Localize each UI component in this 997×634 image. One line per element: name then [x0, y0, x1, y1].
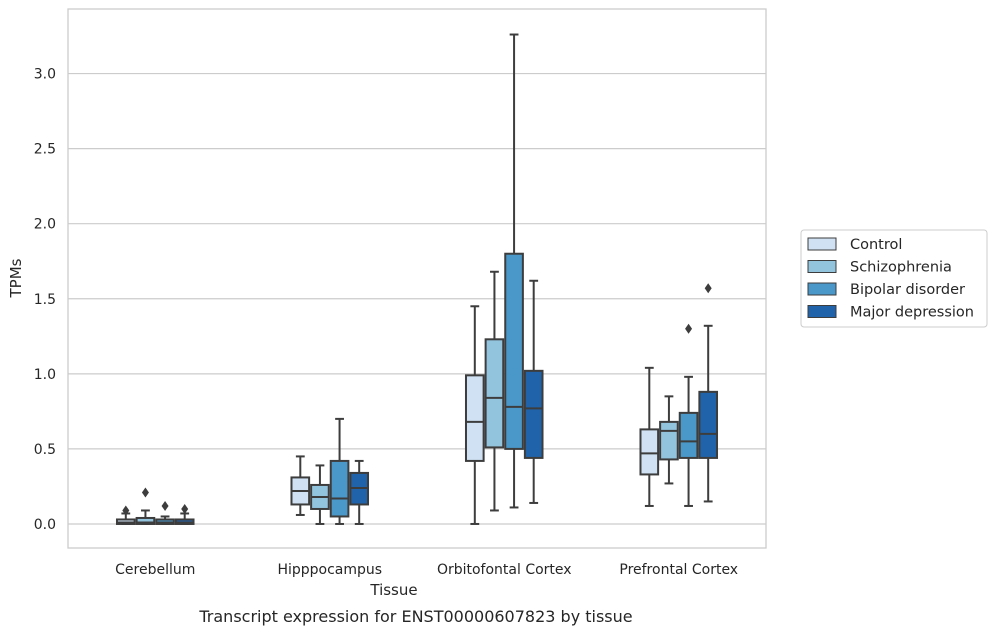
y-tick-label: 0.0	[34, 517, 56, 533]
y-tick-label: 1.5	[34, 292, 56, 308]
x-axis-label: Tissue	[369, 581, 417, 599]
legend-label: Major depression	[850, 305, 974, 321]
legend: Control Schizophrenia Bipolar disorder Majo…	[800, 229, 988, 328]
box-body	[678, 411, 699, 459]
y-axis-label: TPMs	[7, 258, 25, 298]
box-body	[135, 516, 156, 525]
box-body	[329, 459, 350, 518]
legend-label: Schizophrenia	[850, 260, 952, 276]
box-2-2	[504, 33, 524, 509]
x-tick-label: Hipppocampus	[277, 562, 382, 578]
box-0-2	[155, 500, 175, 525]
box-0-0	[115, 505, 136, 525]
box-body	[523, 369, 544, 459]
outlier-point	[181, 503, 189, 514]
box-1-0	[290, 455, 311, 516]
y-tick-label: 2.5	[34, 142, 56, 158]
y-tick-label: 3.0	[34, 67, 56, 83]
outlier-point	[161, 500, 169, 511]
legend-swatch	[807, 305, 837, 318]
box-2-0	[464, 305, 485, 525]
box-3-1	[659, 395, 679, 485]
box-body	[698, 390, 719, 459]
legend-label: Control	[850, 237, 902, 253]
outlier-point	[141, 487, 149, 498]
legend-swatch	[807, 282, 837, 296]
box-3-2	[678, 323, 699, 507]
y-tick-label: 1.0	[34, 367, 56, 383]
legend-swatch	[807, 237, 837, 251]
boxes	[115, 33, 719, 525]
y-axis-ticks: 0.0 0.5 1.0 1.5 2.0 2.5 3.0	[34, 67, 56, 533]
y-tick-label: 0.5	[34, 442, 56, 458]
plot-area-frame	[67, 8, 767, 549]
box-0-1	[135, 487, 156, 525]
box-body	[659, 420, 679, 461]
box-body	[504, 252, 524, 450]
legend-label: Bipolar disorder	[850, 282, 965, 298]
box-body	[464, 374, 485, 462]
box-1-3	[349, 459, 370, 525]
outlier-point	[122, 505, 130, 516]
x-tick-label: Cerebellum	[115, 562, 195, 578]
x-tick-label: Prefrontal Cortex	[619, 562, 738, 578]
outlier-point	[704, 283, 712, 294]
legend-swatch	[807, 260, 837, 273]
box-1-2	[329, 417, 350, 525]
box-2-1	[484, 270, 505, 512]
y-tick-label: 2.0	[34, 217, 56, 233]
box-body	[484, 338, 505, 449]
box-0-3	[174, 503, 195, 525]
box-3-0	[639, 366, 660, 507]
x-tick-label: Orbitofontal Cortex	[437, 562, 572, 578]
box-3-3	[698, 283, 719, 503]
box-1-1	[310, 464, 330, 525]
outlier-point	[685, 323, 693, 334]
x-axis-ticks: Cerebellum Hipppocampus Orbitofontal Corte…	[115, 562, 738, 578]
box-body	[639, 428, 660, 476]
legend-frame	[800, 229, 988, 328]
box-2-3	[523, 279, 544, 504]
chart-caption: Transcript expression for ENST0000060782…	[198, 607, 632, 626]
